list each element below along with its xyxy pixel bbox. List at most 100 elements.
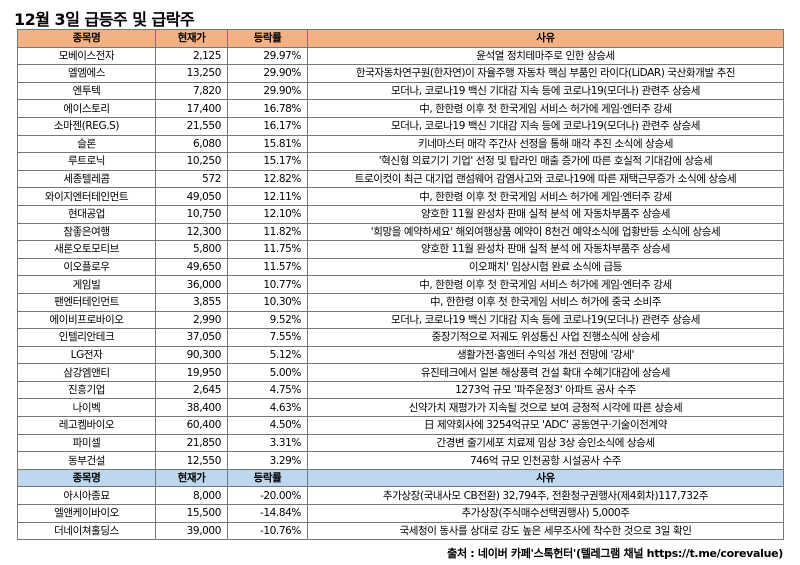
table-row: 더네이쳐홀딩스 39,000 -10.76% 국세청이 동사를 상대로 강도 높은 세… (17, 521, 784, 541)
stock-price: 36,000 (155, 275, 228, 294)
stock-price: 21,550 (155, 116, 228, 136)
stock-rate: 10.30% (227, 292, 308, 312)
stock-price: 10,750 (155, 204, 228, 224)
stock-reason: 중장기적으로 저궤도 위성통신 사업 진행소식에 상승세 (307, 328, 784, 347)
stock-rate: 4.63% (227, 398, 308, 418)
stock-reason: 中, 한한령 이후 첫 한국게임 서비스 허가에 중국 소비주 (307, 292, 784, 312)
stock-name: 더네이쳐홀딩스 (17, 521, 156, 541)
header-reason: 사유 (307, 29, 784, 48)
stock-rate: 3.31% (227, 433, 308, 453)
stock-rate: 9.52% (227, 310, 308, 330)
stock-price: 17,400 (155, 99, 228, 118)
table-row: 루트로닉 10,250 15.17% '혁신형 의료기기 기업' 선정 및 탑라인 매… (17, 152, 784, 171)
stock-rate: -10.76% (227, 521, 308, 541)
stock-reason: 양호한 11월 완성차 판매 실적 분석 에 자동차부품주 상승세 (307, 240, 784, 259)
stock-price: 5,800 (155, 240, 228, 259)
losers-header-row: 종목명 현재가 등락률 사유 (17, 468, 784, 488)
header-rate: 등락률 (227, 29, 308, 48)
stock-name: 소마젠(REG.S) (17, 116, 156, 136)
stock-reason: 국세청이 동사를 상대로 강도 높은 세무조사에 착수한 것으로 3일 확인 (307, 521, 784, 541)
stock-rate: 5.12% (227, 345, 308, 365)
header-name: 종목명 (17, 468, 156, 488)
stock-rate: 10.77% (227, 275, 308, 294)
stock-name: 동부건설 (17, 451, 156, 470)
table-row: 참좋은여행 12,300 11.82% '희망을 예약하세요' 해외여행상품 예약이 … (17, 222, 784, 242)
stock-reason: 윤석열 정치테마주로 인한 상승세 (307, 46, 784, 66)
stock-rate: 12.82% (227, 169, 308, 189)
table-row: 소마젠(REG.S) 21,550 16.17% 모더나, 코로나19 백신 기대감 … (17, 116, 784, 136)
stock-reason: 中, 한한령 이후 첫 한국게임 서비스 허가에 게임·엔터주 강세 (307, 187, 784, 206)
stock-price: 21,850 (155, 433, 228, 453)
table-row: 게임빌 36,000 10.77% 中, 한한령 이후 첫 한국게임 서비스 허가에 … (17, 275, 784, 294)
stock-name: 와이지엔터테인먼트 (17, 187, 156, 206)
stock-price: 15,500 (155, 504, 228, 523)
stock-rate: 16.78% (227, 99, 308, 118)
stock-reason: '혁신형 의료기기 기업' 선정 및 탑라인 매출 증가에 따른 호실적 기대감… (307, 152, 784, 171)
stock-rate: 12.10% (227, 204, 308, 224)
table-row: 동부건설 12,550 3.29% 746억 규모 인천공항 시설공사 수주 (17, 451, 784, 470)
stock-price: 2,645 (155, 380, 228, 400)
stock-name: 팬엔터테인먼트 (17, 292, 156, 312)
stock-rate: 15.81% (227, 134, 308, 154)
stock-reason: 간경변 줄기세포 치료제 임상 3상 승인소식에 상승세 (307, 433, 784, 453)
stock-price: 8,000 (155, 486, 228, 506)
stock-price: 2,990 (155, 310, 228, 330)
stock-price: 12,550 (155, 451, 228, 470)
gainers-header-row: 종목명 현재가 등락률 사유 (17, 29, 784, 48)
stock-name: 파미셀 (17, 433, 156, 453)
gainers-list: 모베이스전자 2,125 29.97% 윤석열 정치테마주로 인한 상승세 엘엠에스 13… (17, 46, 784, 470)
stock-reason: 유진테크에서 일본 해상풍력 건설 확대 수혜기대감에 상승세 (307, 363, 784, 382)
stock-rate: 29.97% (227, 46, 308, 66)
table-row: 레고켐바이오 60,400 4.50% 日 제약회사에 3254억규모 'ADC' 공… (17, 416, 784, 435)
stock-reason: 생활가전·홈엔터 수익성 개선 전망에 '강세' (307, 345, 784, 365)
stock-name: 게임빌 (17, 275, 156, 294)
header-price: 현재가 (155, 29, 228, 48)
page-title: 12월 3일 급등주 및 급락주 (14, 10, 195, 29)
stock-name: 모베이스전자 (17, 46, 156, 66)
table-row: 에이비프로바이오 2,990 9.52% 모더나, 코로나19 백신 기대감 지속 등… (17, 310, 784, 330)
stock-name: 레고켐바이오 (17, 416, 156, 435)
stock-reason: 추가상장(국내사모 CB전환) 32,794주, 전환청구권행사(제4회차)11… (307, 486, 784, 506)
table-row: 나이벡 38,400 4.63% 신약가치 재평가가 지속될 것으로 보여 긍정적 시… (17, 398, 784, 418)
stock-reason: 트로이컷이 최근 대기업 랜섬웨어 감염사고와 코로나19에 따른 재택근무증가… (307, 169, 784, 189)
stock-name: 엘엠에스 (17, 64, 156, 83)
stock-rate: 11.57% (227, 257, 308, 277)
stock-reason: 746억 규모 인천공항 시설공사 수주 (307, 451, 784, 470)
table-row: 엘엠에스 13,250 29.90% 한국자동차연구원(한자연)이 자율주행 자동차 … (17, 64, 784, 83)
table-row: 삼강엠앤티 19,950 5.00% 유진테크에서 일본 해상풍력 건설 확대 수혜기… (17, 363, 784, 382)
stock-reason: 日 제약회사에 3254억규모 'ADC' 공동연구·기술이전계약 (307, 416, 784, 435)
stock-name: 엘앤케이바이오 (17, 504, 156, 523)
stock-reason: 中, 한한령 이후 첫 한국게임 서비스 허가에 게임·엔터주 강세 (307, 275, 784, 294)
stock-rate: -14.84% (227, 504, 308, 523)
table-row: 새론오토모티브 5,800 11.75% 양호한 11월 완성차 판매 실적 분석 에… (17, 240, 784, 259)
stock-name: 나이벡 (17, 398, 156, 418)
stock-reason: 모더나, 코로나19 백신 기대감 지속 등에 코로나19(모더나) 관련주 상… (307, 81, 784, 101)
header-name: 종목명 (17, 29, 156, 48)
stock-reason: 신약가치 재평가가 지속될 것으로 보여 긍정적 시각에 따른 상승세 (307, 398, 784, 418)
stock-rate: 4.75% (227, 380, 308, 400)
stock-name: 아시아종묘 (17, 486, 156, 506)
stock-rate: 16.17% (227, 116, 308, 136)
stock-rate: 29.90% (227, 64, 308, 83)
stock-reason: 추가상장(주식매수선택권행사) 5,000주 (307, 504, 784, 523)
stock-name: 슬론 (17, 134, 156, 154)
stock-name: 이오플로우 (17, 257, 156, 277)
losers-list: 아시아종묘 8,000 -20.00% 추가상장(국내사모 CB전환) 32,794주… (17, 486, 784, 541)
stock-rate: 5.00% (227, 363, 308, 382)
stock-rate: 15.17% (227, 152, 308, 171)
stock-rate: 3.29% (227, 451, 308, 470)
table-row: 모베이스전자 2,125 29.97% 윤석열 정치테마주로 인한 상승세 (17, 46, 784, 66)
stock-rate: 29.90% (227, 81, 308, 101)
stock-price: 3,855 (155, 292, 228, 312)
stock-reason: 1273억 규모 '파주운정3' 아파트 공사 수주 (307, 380, 784, 400)
table-row: 엘앤케이바이오 15,500 -14.84% 추가상장(주식매수선택권행사) 5,00… (17, 504, 784, 523)
stock-price: 6,080 (155, 134, 228, 154)
table-row: 팬엔터테인먼트 3,855 10.30% 中, 한한령 이후 첫 한국게임 서비스 허… (17, 292, 784, 312)
stock-name: 인텔리안테크 (17, 328, 156, 347)
header-rate: 등락률 (227, 468, 308, 488)
stock-table: 종목명 현재가 등락률 사유 모베이스전자 2,125 29.97% 윤석열 정치테마… (17, 29, 784, 541)
stock-name: 진흥기업 (17, 380, 156, 400)
stock-price: 2,125 (155, 46, 228, 66)
stock-rate: 4.50% (227, 416, 308, 435)
stock-reason: 양호한 11월 완성차 판매 실적 분석 에 자동차부품주 상승세 (307, 204, 784, 224)
